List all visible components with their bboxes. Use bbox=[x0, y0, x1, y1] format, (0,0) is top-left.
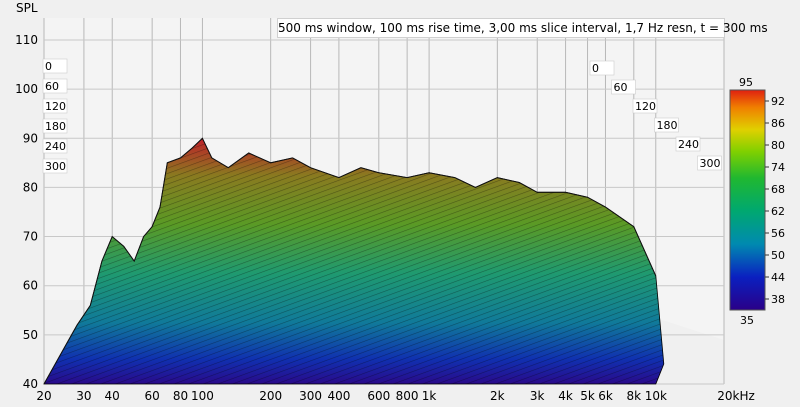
time-label-box bbox=[42, 138, 68, 154]
x-tick-label: 60 bbox=[144, 389, 159, 403]
time-label-box bbox=[589, 60, 615, 76]
colorbar-tick-label: 44 bbox=[771, 271, 785, 284]
surface-envelope-line bbox=[43, 137, 657, 385]
x-tick-label: 300 bbox=[299, 389, 322, 403]
colorbar-max-label: 95 bbox=[739, 76, 753, 89]
x-tick-label: 3k bbox=[530, 389, 545, 403]
x-tick-label: 4k bbox=[558, 389, 573, 403]
time-label-box bbox=[654, 117, 679, 133]
y-tick-label: 110 bbox=[15, 33, 38, 47]
time-label-left: 60 bbox=[45, 80, 59, 93]
y-tick-label: 90 bbox=[23, 131, 38, 145]
waterfall-surface bbox=[43, 137, 665, 385]
time-label-box bbox=[42, 78, 68, 94]
y-tick-label: 80 bbox=[23, 180, 38, 194]
time-axis-left: 0 60 120 180 240 300 bbox=[42, 58, 68, 174]
colorbar: 95 38 44 50 56 62 68 74 80 86 92 35 bbox=[729, 76, 785, 327]
time-label-left: 180 bbox=[45, 120, 66, 133]
x-tick-label: 80 bbox=[173, 389, 188, 403]
time-label-right: 240 bbox=[678, 138, 699, 151]
time-label-box bbox=[675, 136, 701, 152]
time-label-box bbox=[42, 118, 68, 134]
y-tick-label: 50 bbox=[23, 328, 38, 342]
y-tick-label: 100 bbox=[15, 82, 38, 96]
time-label-box bbox=[42, 58, 68, 74]
y-tick-label: 60 bbox=[23, 279, 38, 293]
colorbar-tick-label: 62 bbox=[771, 205, 785, 218]
time-label-box bbox=[611, 79, 636, 95]
time-label-right: 180 bbox=[657, 119, 678, 132]
colorbar-tick-label: 74 bbox=[771, 161, 785, 174]
x-tick-label: 200 bbox=[259, 389, 282, 403]
time-label-right: 300 bbox=[700, 157, 721, 170]
surface-ridges bbox=[44, 138, 664, 384]
x-tick-label: 30 bbox=[76, 389, 91, 403]
time-label-right: 0 bbox=[592, 62, 599, 75]
y-axis: 40 50 60 70 80 90 100 110 bbox=[15, 33, 38, 391]
time-label-box bbox=[42, 98, 68, 114]
colorbar-tick-label: 92 bbox=[771, 95, 785, 108]
colorbar-tick-label: 38 bbox=[771, 293, 785, 306]
x-tick-label: 40 bbox=[105, 389, 120, 403]
y-axis-label: SPL bbox=[16, 1, 38, 15]
x-tick-label: 100 bbox=[191, 389, 214, 403]
x-tick-label: 6k bbox=[598, 389, 613, 403]
time-label-left: 240 bbox=[45, 140, 66, 153]
x-axis: 20 30 40 60 80 100 200 300 400 600 800 1k 2k 3k 4k 5k 6k… bbox=[36, 389, 754, 403]
x-tick-label: 20 bbox=[36, 389, 51, 403]
x-tick-label: 8k bbox=[627, 389, 642, 403]
x-tick-label: 800 bbox=[396, 389, 419, 403]
time-label-left: 120 bbox=[45, 100, 66, 113]
x-tick-label: 20kHz bbox=[717, 389, 755, 403]
colorbar-ticks: 38 44 50 56 62 68 74 80 86 92 bbox=[765, 95, 785, 306]
time-label-left: 0 bbox=[45, 60, 52, 73]
time-label-box bbox=[632, 98, 658, 114]
chart-title-banner: 500 ms window, 100 ms rise time, 3,00 ms… bbox=[277, 18, 768, 38]
x-tick-label: 400 bbox=[327, 389, 350, 403]
time-label-box bbox=[697, 155, 722, 171]
time-label-right: 60 bbox=[614, 81, 628, 94]
colorbar-min-label: 35 bbox=[740, 314, 754, 327]
colorbar-tick-label: 86 bbox=[771, 117, 785, 130]
x-tick-label: 600 bbox=[367, 389, 390, 403]
colorbar-gradient bbox=[729, 89, 766, 311]
colorbar-tick-label: 80 bbox=[771, 139, 785, 152]
time-label-box bbox=[42, 158, 68, 174]
x-tick-label: 10k bbox=[645, 389, 667, 403]
y-tick-label: 70 bbox=[23, 230, 38, 244]
x-tick-label: 5k bbox=[580, 389, 595, 403]
colorbar-tick-label: 56 bbox=[771, 227, 785, 240]
time-label-right: 120 bbox=[635, 100, 656, 113]
x-tick-label: 2k bbox=[490, 389, 505, 403]
y-tick-label: 40 bbox=[23, 377, 38, 391]
colorbar-tick-label: 68 bbox=[771, 183, 785, 196]
colorbar-tick-label: 50 bbox=[771, 249, 785, 262]
x-tick-label: 1k bbox=[422, 389, 437, 403]
time-label-left: 300 bbox=[45, 160, 66, 173]
